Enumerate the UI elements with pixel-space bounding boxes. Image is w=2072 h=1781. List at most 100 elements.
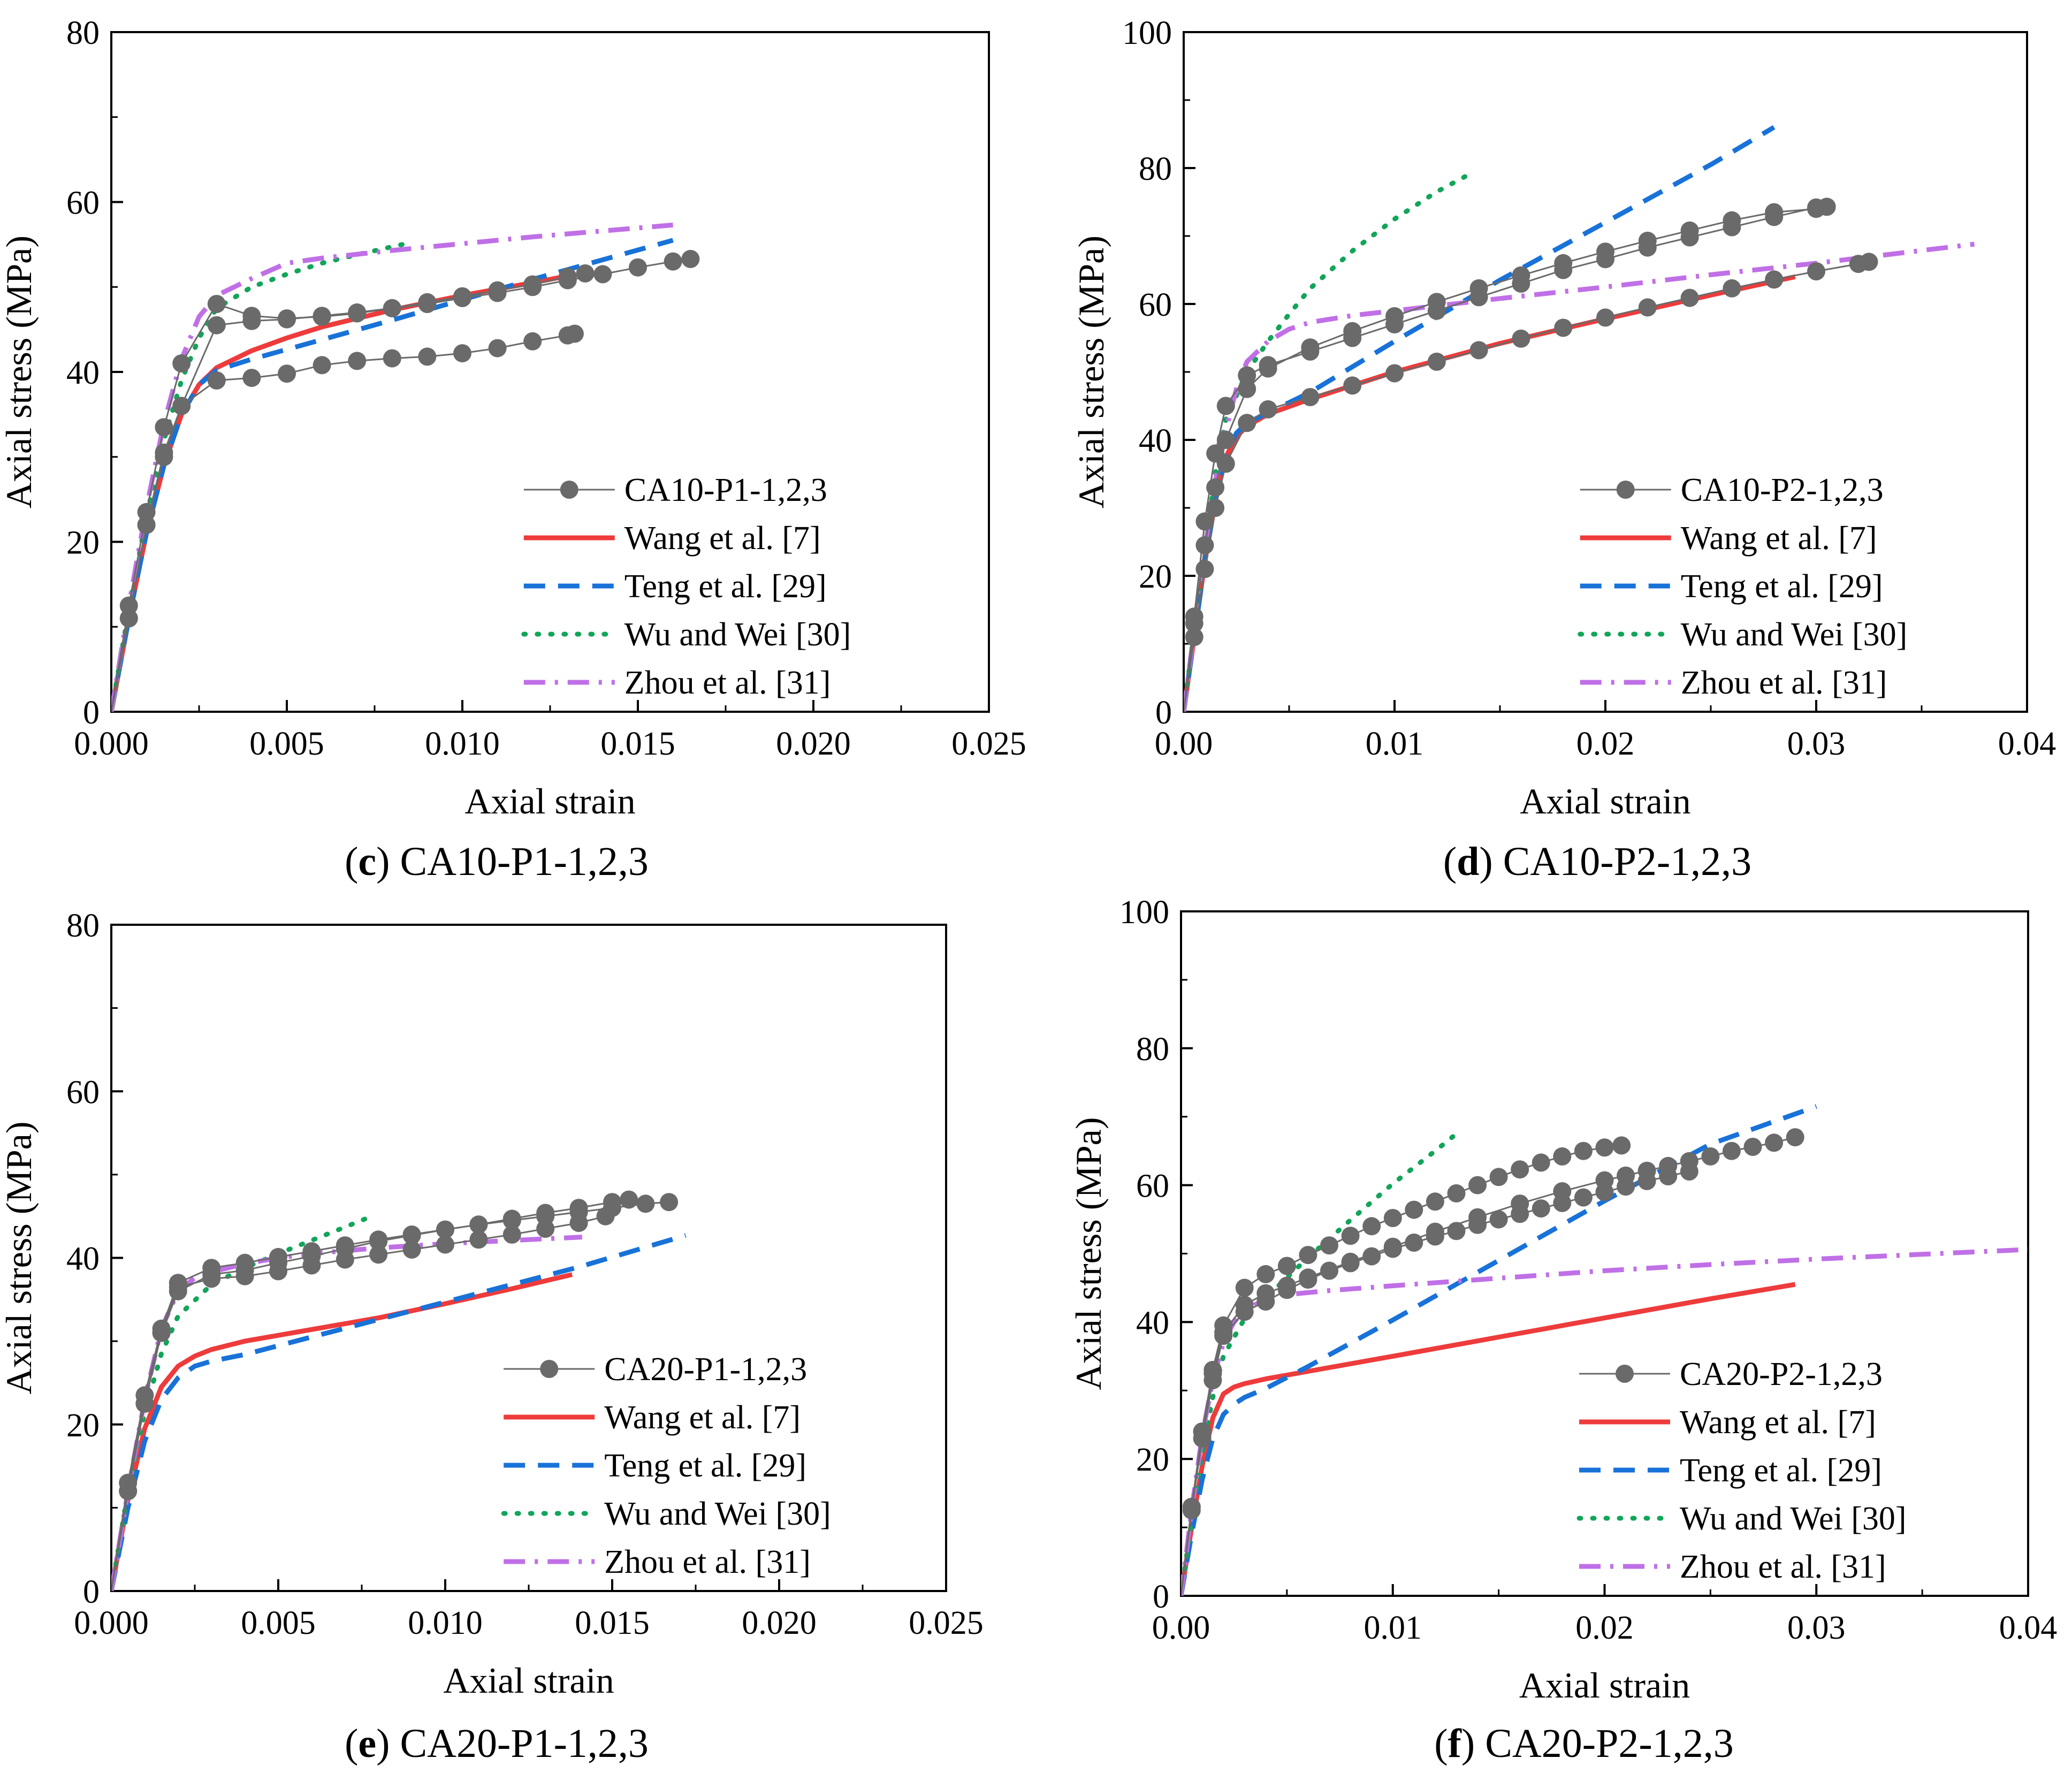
experimental-point [565,324,584,343]
caption-letter: e [358,1721,376,1766]
experimental-point [1195,536,1214,554]
caption-letter: c [358,839,376,884]
experimental-point [1238,414,1256,432]
experimental-point [1786,1128,1804,1147]
experimental-point [207,316,226,334]
experimental-point [278,310,296,329]
legend-experimental-marker [540,1360,559,1378]
legend-label-teng: Teng et al. [29] [604,1448,806,1484]
experimental-point [1383,1237,1402,1256]
legend-label-experimental: CA20-P1-1,2,3 [604,1351,807,1388]
experimental-point [1343,322,1362,340]
y-tick-label: 20 [66,525,100,561]
experimental-point [152,1323,171,1342]
legend-label-teng: Teng et al. [29] [1681,568,1883,605]
experimental-line [1181,1144,1622,1596]
experimental-point [1238,379,1256,398]
legend-label-wang: Wang et al. [7] [624,520,821,557]
legend-label-wu: Wu and Wei [30] [624,616,851,653]
x-tick-label: 0.010 [425,726,500,762]
experimental-point [469,1230,488,1249]
legend-label-zhou: Zhou et al. [31] [1681,665,1887,701]
model-line-wang [1181,1282,1796,1596]
x-axis-title: Axial strain [464,781,635,821]
experimental-point [402,1226,421,1245]
panel-caption: (d) CA10-P2-1,2,3 [1443,839,1751,884]
experimental-point [1638,298,1657,317]
experimental-point [278,364,296,383]
experimental-point [1469,341,1488,360]
experimental-point [1299,1268,1317,1287]
experimental-point [369,1245,388,1264]
legend-label-wang: Wang et al. [7] [1680,1404,1876,1441]
experimental-point [1203,1364,1222,1383]
experimental-point [348,352,367,370]
experimental-point [1216,431,1235,449]
plot-data [111,1190,687,1591]
x-axis-title: Axial strain [1520,781,1690,821]
experimental-point [383,299,401,317]
experimental-point [453,288,471,307]
y-tick-label: 80 [1139,151,1172,187]
caption-close-paren: ) [376,1721,400,1766]
model-line-zhou [111,1235,583,1591]
model-line-teng [1184,125,1776,712]
caption-letter: f [1448,1721,1462,1766]
x-tick-label: 0.020 [742,1605,817,1641]
experimental-point [1427,293,1446,311]
experimental-point [1301,338,1320,357]
experimental-point [383,349,401,368]
experimental-point [1299,1246,1317,1265]
caption-letter: d [1457,839,1479,884]
plot-frame [110,31,990,713]
x-tick-label: 0.005 [249,726,324,762]
caption-title: CA20-P1-1,2,3 [400,1721,648,1766]
experimental-point [523,332,542,351]
experimental-line [111,258,691,712]
experimental-point [1468,1208,1487,1227]
experimental-point [135,1394,154,1413]
experimental-point [1512,266,1530,285]
legend-label-zhou: Zhou et al. [31] [1680,1549,1886,1585]
caption-title: CA10-P1-1,2,3 [400,839,648,884]
model-line-teng [111,238,674,712]
experimental-point [313,356,331,375]
caption-close-paren: ) [1461,1721,1485,1766]
experimental-point [1765,1133,1784,1152]
x-tick-label: 0.020 [776,726,851,762]
legend: CA20-P1-1,2,3 Wang et al. [7] Teng et al. … [501,1351,831,1580]
experimental-point [1206,478,1225,497]
experimental-point [418,295,437,313]
experimental-point [1320,1236,1338,1255]
plot-frame [1183,31,2028,713]
experimental-point [1659,1156,1678,1175]
model-line-zhou [1184,241,1975,712]
y-tick-label: 80 [1136,1031,1169,1068]
experimental-point [1195,560,1214,579]
experimental-point [469,1215,488,1234]
y-tick-label: 20 [1136,1442,1169,1478]
experimental-point [1680,221,1699,240]
experimental-point [1185,628,1203,646]
legend-label-teng: Teng et al. [29] [1680,1452,1882,1489]
experimental-point [1595,1138,1614,1157]
y-tick-label: 20 [1139,559,1172,595]
experimental-point [1277,1276,1296,1295]
legend-label-experimental: CA10-P2-1,2,3 [1681,472,1884,508]
y-axis-title: Axial stress (MPa) [0,235,39,508]
experimental-point [1596,308,1614,327]
experimental-point [1554,318,1573,337]
experimental-point [523,278,542,296]
experimental-point [681,249,700,268]
plot-data [1181,1104,2028,1596]
experimental-point [1214,1323,1233,1342]
y-tick-label: 60 [1139,287,1172,323]
experimental-point [1807,200,1825,218]
x-tick-label: 0.03 [1787,726,1846,762]
model-line-teng [1181,1104,1817,1596]
experimental-point [1301,388,1320,406]
experimental-point [418,347,437,366]
panel-caption: (f) CA20-P2-1,2,3 [1434,1721,1733,1766]
experimental-point [1638,231,1657,250]
experimental-point [1426,1222,1444,1241]
